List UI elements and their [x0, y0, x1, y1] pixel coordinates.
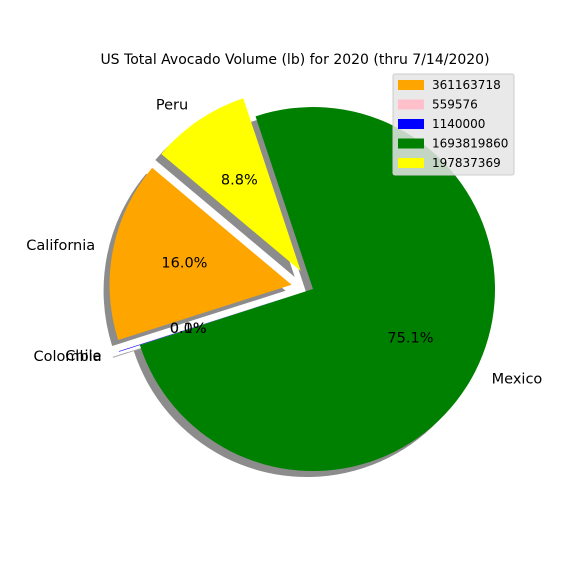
slice-label-colombia: Colombia [34, 349, 102, 365]
legend-label: 1140000 [432, 117, 485, 131]
slice-mexico [139, 106, 495, 471]
slice-label-peru: Peru [156, 97, 188, 113]
chart-title: US Total Avocado Volume (lb) for 2020 (t… [100, 52, 489, 68]
legend: 361163718 559576 1140000 1693819860 19783736… [392, 73, 515, 176]
slice-percent-peru: 8.8% [221, 173, 258, 189]
legend-label: 361163718 [432, 78, 501, 92]
legend-swatch [398, 138, 424, 149]
slice-percent-mexico: 75.1% [387, 330, 433, 346]
slice-percent-colombia: 0.1% [170, 321, 207, 337]
legend-swatch [398, 99, 424, 110]
legend-swatch [398, 119, 424, 129]
slice-chile [118, 295, 293, 352]
legend-frame [392, 73, 515, 176]
legend-swatch [398, 158, 424, 168]
slice-colombia [118, 295, 293, 352]
legend-label: 559576 [432, 98, 478, 112]
slice-percent-california: 16.0% [161, 256, 207, 272]
slice-percent-chile: 0.0% [170, 321, 207, 337]
slice-peru [161, 98, 301, 271]
slice-label-chile: Chile [65, 349, 101, 365]
label-layer: California 16.0% Chile 0.0% Colombia 0.1% Mexi… [26, 97, 542, 387]
legend-swatch [398, 80, 424, 90]
slice-label-california: California [26, 238, 95, 254]
slice-california [109, 167, 292, 341]
slice-label-mexico: Mexico [492, 371, 543, 387]
slice-layer [109, 98, 495, 471]
legend-label: 197837369 [432, 156, 501, 170]
legend-label: 1693819860 [432, 137, 508, 151]
